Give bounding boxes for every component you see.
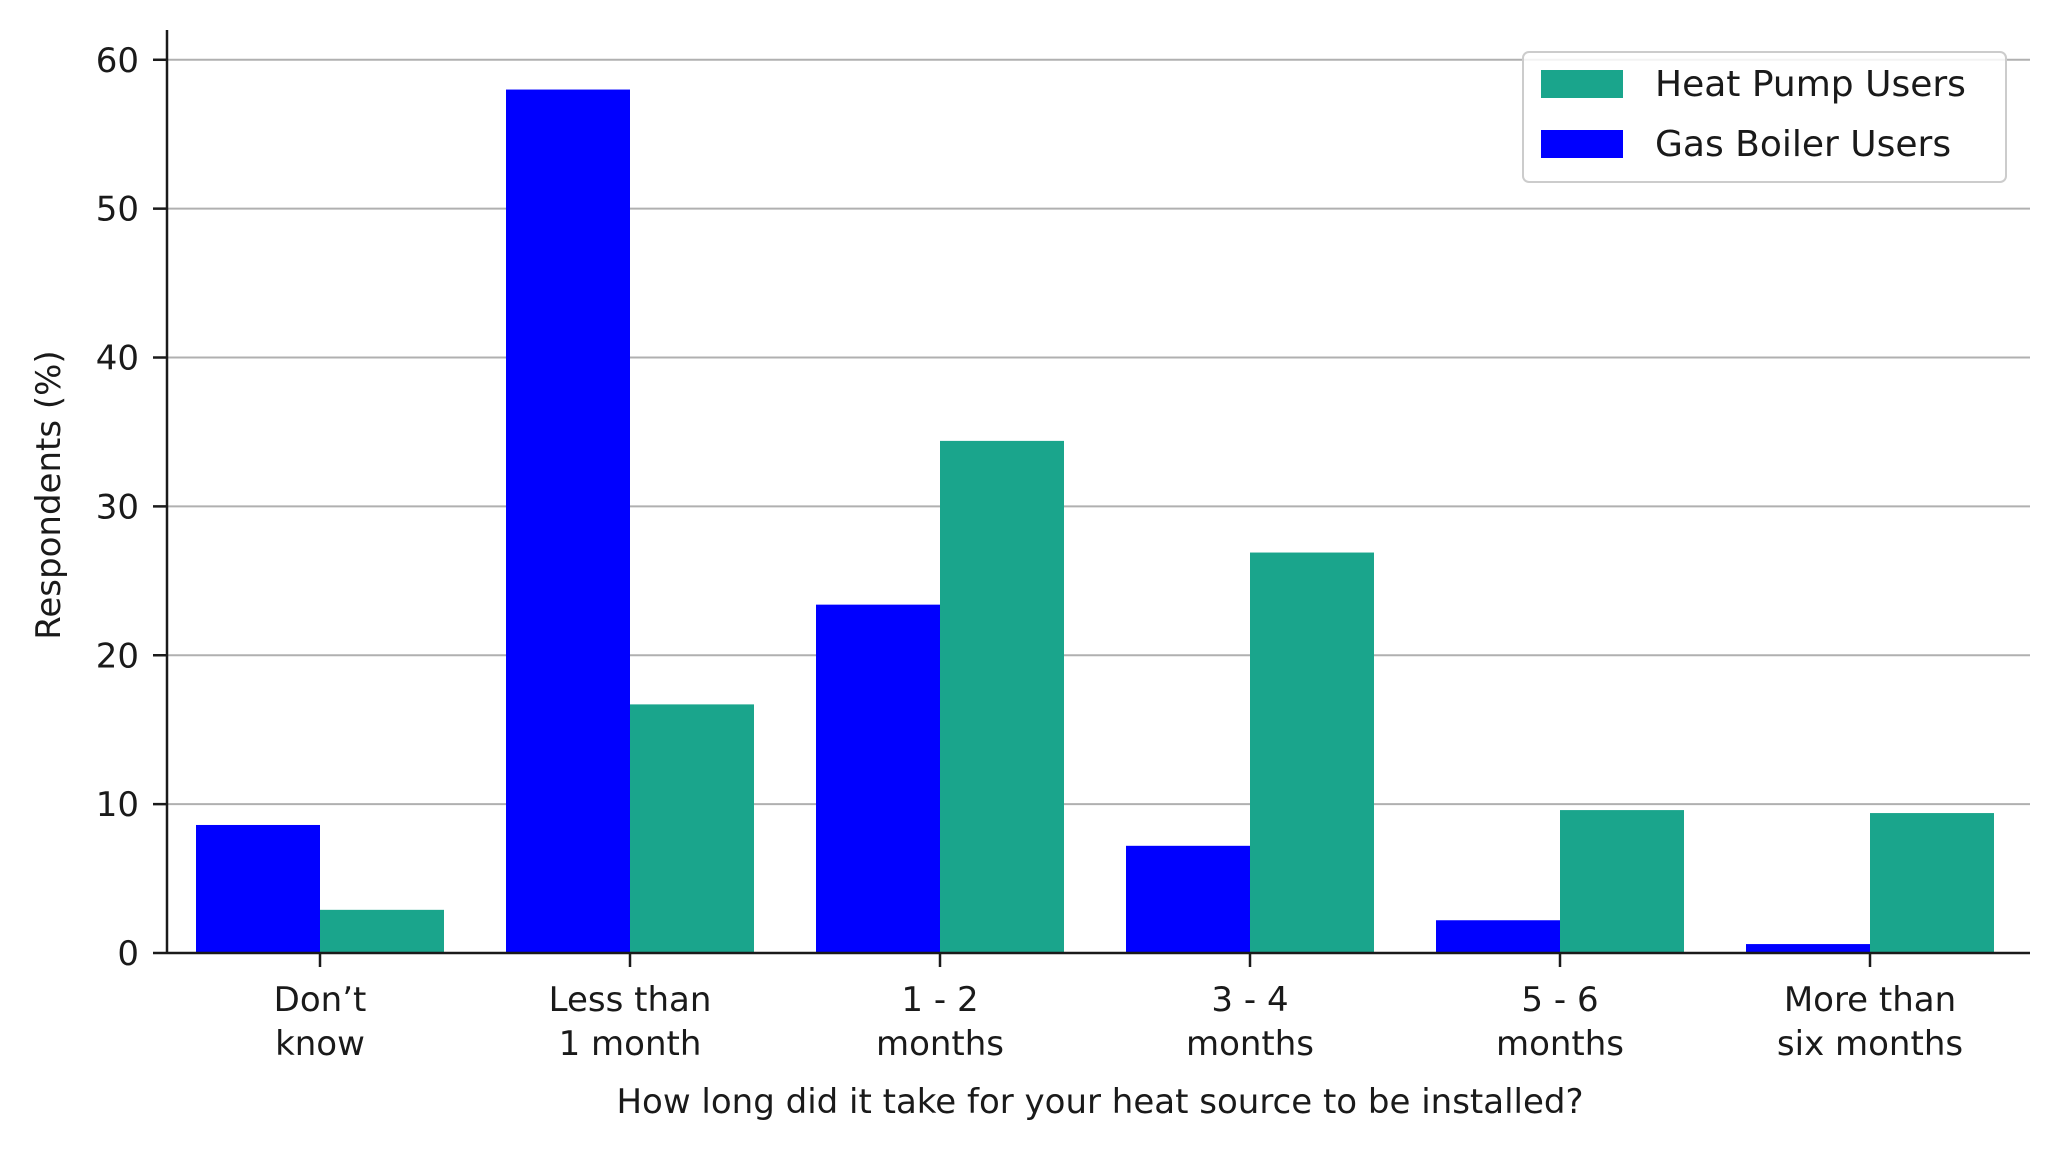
- y-tick-label-50: 50: [96, 190, 139, 230]
- bar-heat-pump-4: [1560, 810, 1684, 953]
- legend-label-0: Heat Pump Users: [1655, 64, 1966, 105]
- legend-frame: [1522, 51, 2007, 183]
- legend-label-1: Gas Boiler Users: [1655, 124, 1951, 165]
- x-tick-label-line: 5 - 6: [1521, 980, 1598, 1020]
- bar-heat-pump-5: [1870, 813, 1994, 953]
- bar-heat-pump-1: [630, 704, 754, 953]
- bar-gas-boiler-1: [506, 89, 630, 953]
- x-tick-label-line: months: [1186, 1024, 1314, 1064]
- y-tick-label-60: 60: [96, 41, 139, 81]
- gridlines: [167, 58, 2030, 806]
- x-tick-label-line: More than: [1784, 980, 1956, 1020]
- bars: [196, 89, 1994, 953]
- x-tick-label-line: months: [1496, 1024, 1624, 1064]
- bar-heat-pump-0: [320, 909, 444, 953]
- y-tick-label-40: 40: [96, 339, 139, 379]
- x-tick-label-5: More than six months: [1777, 980, 1963, 1064]
- y-tick-label-30: 30: [96, 487, 139, 527]
- x-tick-label-line: Don’t: [274, 980, 367, 1020]
- axes: [153, 30, 2030, 967]
- y-tick-labels: 0 10 20 30 40 50 60: [96, 41, 139, 974]
- bar-heat-pump-2: [940, 440, 1064, 953]
- bar-gas-boiler-5: [1746, 944, 1870, 953]
- x-tick-label-2: 1 - 2 months: [876, 980, 1004, 1064]
- x-axis-title: How long did it take for your heat sourc…: [616, 1082, 1583, 1122]
- x-tick-label-line: 1 month: [559, 1024, 702, 1064]
- y-axis-title: Respondents (%): [29, 350, 69, 639]
- bar-gas-boiler-3: [1126, 845, 1250, 953]
- legend-swatch-1: [1541, 130, 1623, 158]
- y-tick-label-20: 20: [96, 636, 139, 676]
- x-tick-label-line: 1 - 2: [901, 980, 978, 1020]
- x-tick-label-3: 3 - 4 months: [1186, 980, 1314, 1064]
- x-tick-label-line: know: [275, 1024, 365, 1064]
- y-tick-label-10: 10: [96, 785, 139, 825]
- bar-gas-boiler-4: [1436, 920, 1560, 953]
- legend-swatch-0: [1541, 70, 1623, 98]
- x-tick-label-line: 3 - 4: [1211, 980, 1288, 1020]
- x-tick-label-1: Less than 1 month: [549, 980, 712, 1064]
- x-tick-label-line: Less than: [549, 980, 712, 1020]
- bar-gas-boiler-0: [196, 824, 320, 953]
- x-tick-label-line: months: [876, 1024, 1004, 1064]
- bar-gas-boiler-2: [816, 604, 940, 953]
- x-tick-label-4: 5 - 6 months: [1496, 980, 1624, 1064]
- y-tick-label-0: 0: [117, 934, 139, 974]
- x-tick-label-0: Don’t know: [274, 980, 367, 1064]
- legend: Heat Pump Users Gas Boiler Users: [1522, 51, 2007, 183]
- x-tick-label-line: six months: [1777, 1024, 1963, 1064]
- bar-heat-pump-3: [1250, 552, 1374, 953]
